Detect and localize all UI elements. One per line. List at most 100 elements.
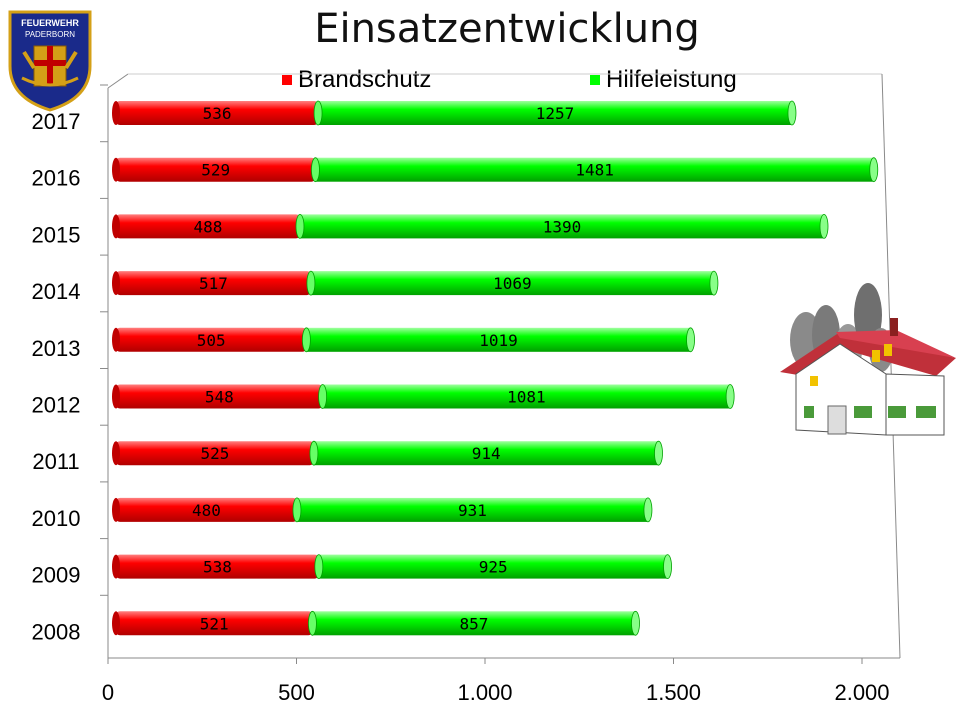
bar-end-cap-2015 bbox=[819, 213, 829, 239]
bar-hilfeleistung-2016 bbox=[315, 157, 874, 182]
bar-brandschutz-2014 bbox=[116, 271, 311, 296]
data-label-brandschutz-2013: 505 bbox=[197, 331, 226, 350]
legend-item-brandschutz: Brandschutz bbox=[282, 66, 431, 94]
bar-hilfeleistung-2010 bbox=[296, 497, 648, 522]
logo-text-line1: FEUERWEHR bbox=[21, 18, 79, 28]
category-label-2008: 2008 bbox=[32, 619, 81, 644]
data-label-brandschutz-2009: 538 bbox=[203, 558, 232, 577]
bar-brandschutz-2017 bbox=[116, 101, 319, 125]
bar-hilfeleistung-2015 bbox=[299, 214, 825, 239]
category-label-2014: 2014 bbox=[32, 279, 81, 304]
data-label-hilfeleistung-2009: 925 bbox=[479, 558, 508, 577]
bar-brandschutz-2016 bbox=[116, 157, 316, 182]
bar-cap-brandschutz-2015 bbox=[112, 214, 120, 239]
x-tick-label: 2.000 bbox=[834, 680, 889, 705]
back-frame-right bbox=[881, 73, 901, 659]
bar-joint-2010 bbox=[292, 497, 302, 523]
bar-brandschutz-2012 bbox=[116, 384, 323, 409]
bar-brandschutz-2011 bbox=[116, 441, 314, 466]
bar-brandschutz-2013 bbox=[116, 327, 307, 352]
chart-title: Einsatzentwicklung bbox=[314, 6, 700, 52]
bar-joint-2017 bbox=[313, 100, 323, 126]
burning-house-illustration bbox=[780, 283, 956, 436]
bar-cap-brandschutz-2010 bbox=[112, 497, 120, 522]
legend-item-hilfeleistung: Hilfeleistung bbox=[590, 66, 737, 94]
category-label-2010: 2010 bbox=[32, 506, 81, 531]
bar-end-cap-2009 bbox=[663, 554, 672, 579]
bar-joint-2014 bbox=[306, 270, 316, 296]
data-label-hilfeleistung-2011: 914 bbox=[472, 444, 501, 463]
bar-end-cap-2014 bbox=[709, 270, 719, 296]
legend-label-hilfeleistung: Hilfeleistung bbox=[606, 66, 737, 93]
legend-swatch-hilfeleistung bbox=[590, 75, 600, 85]
bar-hilfeleistung-2012 bbox=[322, 384, 731, 409]
bar-hilfeleistung-2013 bbox=[306, 327, 691, 352]
back-frame-left-top bbox=[107, 73, 129, 89]
logo-text-line2: PADERBORN bbox=[25, 30, 75, 39]
x-tick-label: 1.500 bbox=[646, 680, 701, 705]
bar-hilfeleistung-2014 bbox=[310, 271, 714, 296]
data-label-hilfeleistung-2014: 1069 bbox=[493, 274, 532, 293]
bars bbox=[112, 100, 879, 636]
bar-joint-2008 bbox=[308, 610, 317, 636]
data-label-hilfeleistung-2017: 1257 bbox=[536, 104, 575, 123]
bar-cap-brandschutz-2013 bbox=[112, 327, 120, 352]
bar-cap-brandschutz-2011 bbox=[112, 441, 120, 466]
x-tick-label: 500 bbox=[278, 680, 315, 705]
bar-hilfeleistung-2017 bbox=[318, 101, 792, 125]
data-label-brandschutz-2015: 488 bbox=[194, 217, 223, 236]
category-label-2011: 2011 bbox=[32, 449, 79, 474]
labels: 2017 536 1257 2016 529 1481 2015 488 1390 2014 517… bbox=[32, 104, 614, 644]
bar-cap-brandschutz-2014 bbox=[112, 271, 120, 296]
data-label-hilfeleistung-2013: 1019 bbox=[479, 331, 518, 350]
bar-hilfeleistung-2008 bbox=[312, 611, 636, 636]
bar-end-cap-2013 bbox=[686, 327, 695, 353]
bar-hilfeleistung-2011 bbox=[313, 441, 659, 466]
bar-joint-2016 bbox=[311, 157, 320, 183]
bar-brandschutz-2010 bbox=[116, 497, 297, 522]
bar-cap-brandschutz-2009 bbox=[112, 554, 120, 579]
data-label-hilfeleistung-2010: 931 bbox=[458, 501, 487, 520]
legend-label-brandschutz: Brandschutz bbox=[298, 66, 432, 93]
data-label-brandschutz-2010: 480 bbox=[192, 501, 221, 520]
bar-brandschutz-2009 bbox=[116, 554, 319, 579]
bar-joint-2012 bbox=[318, 384, 327, 409]
category-label-2013: 2013 bbox=[32, 336, 81, 361]
feuerwehr-paderborn-logo: FEUERWEHR PADERBORN bbox=[8, 10, 92, 112]
data-label-hilfeleistung-2015: 1390 bbox=[543, 217, 582, 236]
bar-joint-2015 bbox=[295, 213, 305, 239]
bar-end-cap-2010 bbox=[643, 497, 653, 523]
bar-end-cap-2008 bbox=[631, 610, 640, 636]
bar-end-cap-2016 bbox=[869, 157, 879, 183]
bar-hilfeleistung-2009 bbox=[318, 554, 668, 579]
category-label-2012: 2012 bbox=[32, 393, 81, 418]
bar-end-cap-2012 bbox=[725, 384, 735, 409]
data-label-hilfeleistung-2012: 1081 bbox=[507, 388, 546, 407]
bar-brandschutz-2008 bbox=[116, 611, 313, 636]
axes: 0 500 1.000 1.500 2.000 bbox=[100, 73, 901, 705]
data-label-hilfeleistung-2016: 1481 bbox=[575, 161, 614, 180]
bar-joint-2011 bbox=[309, 440, 319, 466]
bar-cap-brandschutz-2016 bbox=[112, 157, 120, 182]
bar-cap-brandschutz-2008 bbox=[112, 611, 120, 636]
data-label-hilfeleistung-2008: 857 bbox=[460, 614, 489, 633]
bar-end-cap-2017 bbox=[787, 100, 797, 126]
category-label-2009: 2009 bbox=[32, 563, 81, 588]
data-label-brandschutz-2014: 517 bbox=[199, 274, 228, 293]
bar-cap-brandschutz-2017 bbox=[112, 101, 120, 125]
data-label-brandschutz-2012: 548 bbox=[205, 388, 234, 407]
bar-joint-2009 bbox=[314, 554, 324, 579]
category-label-2015: 2015 bbox=[32, 222, 81, 247]
data-label-brandschutz-2016: 529 bbox=[201, 161, 230, 180]
x-tick-label: 1.000 bbox=[457, 680, 512, 705]
bar-brandschutz-2015 bbox=[116, 214, 300, 239]
data-label-brandschutz-2017: 536 bbox=[203, 104, 232, 123]
data-label-brandschutz-2008: 521 bbox=[200, 614, 229, 633]
legend-swatch-brandschutz bbox=[282, 75, 292, 85]
bar-end-cap-2011 bbox=[654, 440, 663, 466]
x-tick-label: 0 bbox=[102, 680, 114, 705]
bar-cap-brandschutz-2012 bbox=[112, 384, 120, 409]
category-label-2017: 2017 bbox=[32, 109, 81, 134]
data-label-brandschutz-2011: 525 bbox=[201, 444, 230, 463]
